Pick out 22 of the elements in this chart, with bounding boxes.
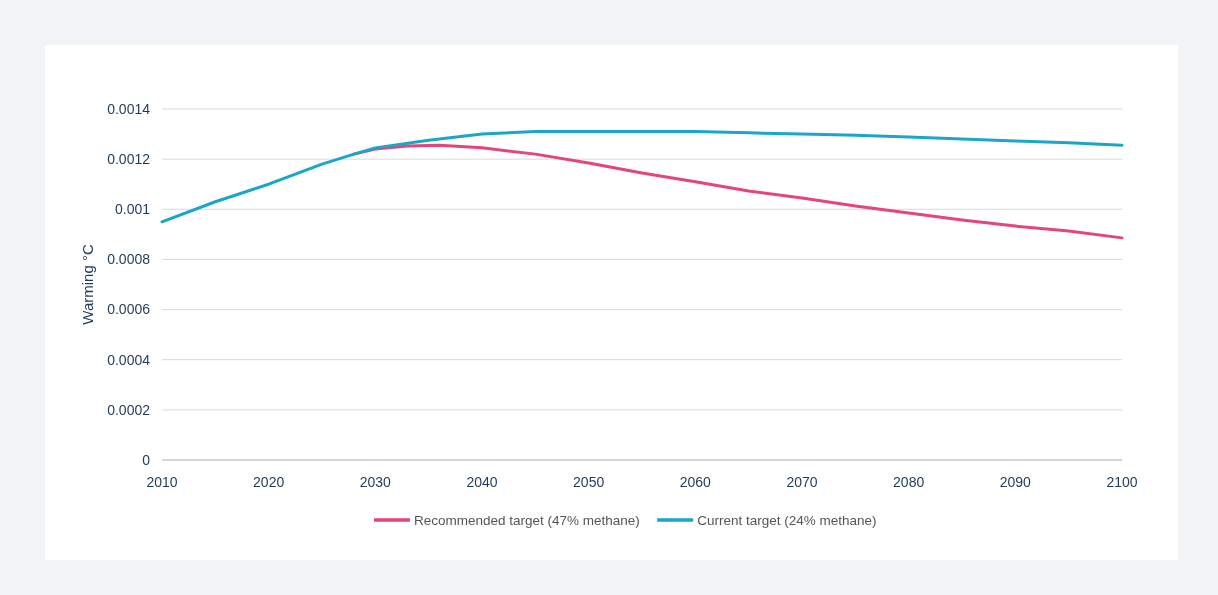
x-tick-label: 2070: [786, 474, 818, 490]
y-tick-label: 0.0014: [107, 100, 151, 117]
line-series: [160, 130, 1124, 224]
x-tick-label: 2060: [679, 474, 712, 490]
x-tick-label: 2020: [253, 474, 285, 490]
x-tick-label: 2080: [893, 474, 925, 490]
y-tick-label: 0.0004: [107, 351, 151, 368]
y-tick-label: 0.0012: [107, 151, 151, 168]
y-tick-label: 0.0008: [107, 251, 151, 268]
x-tick-label: 2100: [1106, 474, 1138, 490]
x-tick-label: 2030: [359, 474, 392, 490]
x-tick-label: 2050: [573, 474, 605, 490]
x-tick-label: 2040: [466, 474, 498, 490]
y-tick-label: 0: [142, 451, 151, 468]
x-tick-label: 2010: [146, 474, 178, 490]
y-tick-label: 0.001: [114, 201, 151, 218]
legend-label: Recommended target (47% methane): [414, 512, 640, 528]
y-tick-label: 0.0002: [107, 401, 151, 418]
legend-label: Current target (24% methane): [697, 512, 877, 528]
y-axis-title: Warming °C: [79, 244, 96, 325]
x-tick-label: 2090: [999, 474, 1032, 490]
y-tick-label: 0.0006: [107, 301, 151, 318]
